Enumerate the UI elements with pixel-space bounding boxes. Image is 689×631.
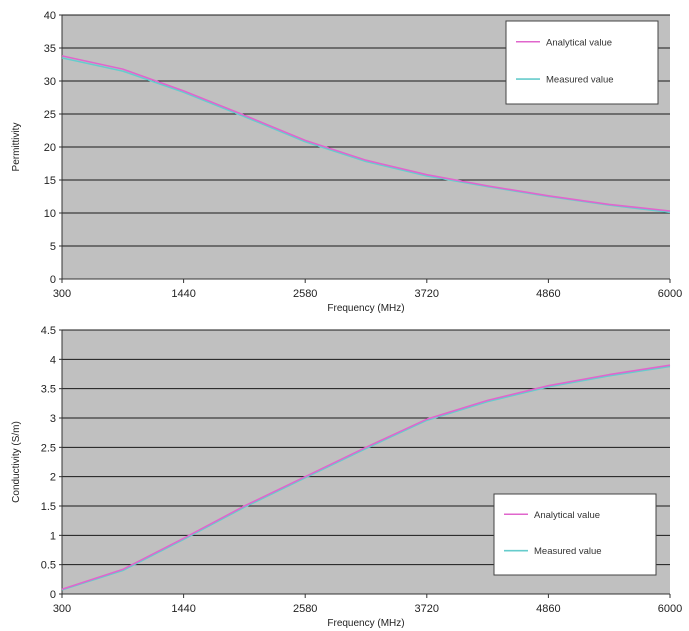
x-tick-label: 6000 xyxy=(658,603,682,615)
series-line xyxy=(61,55,671,212)
y-axis-title: Conductivity (S/m) xyxy=(11,421,22,503)
y-tick-label: 0 xyxy=(50,589,56,601)
x-tick-label: 2580 xyxy=(293,603,317,615)
x-axis-title: Frequency (MHz) xyxy=(327,303,404,314)
legend-label: Analytical value xyxy=(546,37,612,48)
y-tick-label: 15 xyxy=(44,175,56,187)
y-tick-label: 3 xyxy=(50,413,56,425)
y-tick-label: 40 xyxy=(44,10,56,22)
conductivity-chart: 0 0.5 1 1.5 2 2.5 3 3.5 4 4.5 300 1440 2580 3720 4860 6… xyxy=(11,325,682,629)
y-tick-label: 4.5 xyxy=(41,325,56,337)
y-tick-label: 10 xyxy=(44,208,56,220)
legend-box xyxy=(493,493,657,576)
x-tick-label: 300 xyxy=(53,288,71,300)
x-tick-label: 4860 xyxy=(536,288,560,300)
legend: Analytical value Measured value xyxy=(493,493,657,576)
legend: Analytical value Measured value xyxy=(505,20,659,105)
y-tick-label: 1 xyxy=(50,530,56,542)
series-line xyxy=(61,364,671,591)
legend-label: Analytical value xyxy=(534,510,600,521)
x-tick-label: 1440 xyxy=(171,603,195,615)
series-line xyxy=(61,365,671,591)
legend-label: Measured value xyxy=(546,75,614,86)
y-tick-label: 0.5 xyxy=(41,560,56,572)
y-tick-label: 4 xyxy=(50,354,56,366)
x-tick-label: 3720 xyxy=(415,288,439,300)
y-tick-label: 35 xyxy=(44,43,56,55)
y-tick-label: 2 xyxy=(50,472,56,484)
y-tick-label: 1.5 xyxy=(41,501,56,513)
y-tick-label: 20 xyxy=(44,142,56,154)
y-tick-label: 2.5 xyxy=(41,442,56,454)
permittivity-chart: 0 5 10 15 20 25 30 35 40 300 1440 2580 3720 4860 6000 F… xyxy=(11,10,682,314)
legend-label: Measured value xyxy=(534,546,602,557)
y-axis-title: Permittivity xyxy=(11,123,22,172)
x-tick-label: 3720 xyxy=(415,603,439,615)
y-tick-label: 30 xyxy=(44,76,56,88)
x-tick-label: 6000 xyxy=(658,288,682,300)
x-tick-label: 4860 xyxy=(536,603,560,615)
legend-box xyxy=(505,20,659,105)
y-tick-label: 3.5 xyxy=(41,384,56,396)
x-axis-title: Frequency (MHz) xyxy=(327,618,404,629)
y-tick-label: 25 xyxy=(44,109,56,121)
y-tick-label: 0 xyxy=(50,274,56,286)
x-tick-label: 2580 xyxy=(293,288,317,300)
x-tick-label: 1440 xyxy=(171,288,195,300)
x-tick-label: 300 xyxy=(53,603,71,615)
y-tick-label: 5 xyxy=(50,241,56,253)
